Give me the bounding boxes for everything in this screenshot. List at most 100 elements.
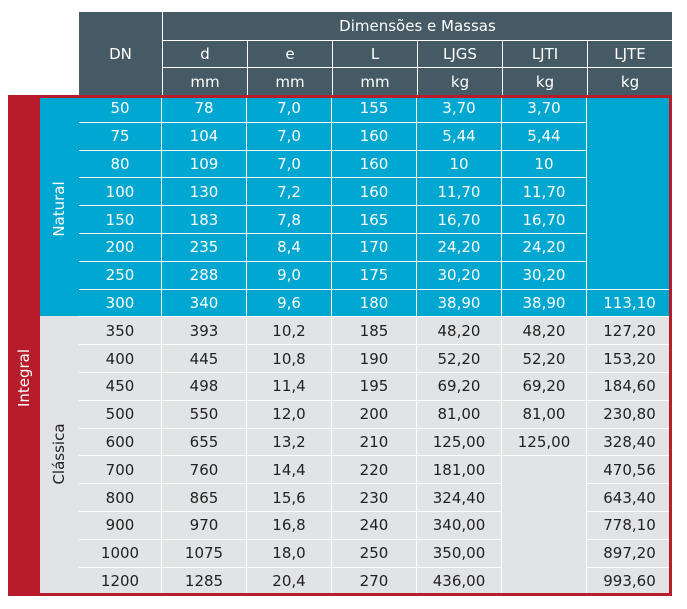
cell-r10-c3: 195: [332, 373, 417, 401]
cell-r17-c3: 270: [332, 567, 417, 596]
cell-r7-c1: 340: [162, 289, 247, 318]
cell-r10-c6: 184,60: [587, 373, 672, 401]
cell-r1-c4: 5,44: [417, 122, 502, 151]
cell-r6-c2: 9,0: [247, 261, 332, 290]
cell-r12-c0: 600: [79, 428, 162, 457]
cell-r1-c3: 160: [332, 122, 417, 151]
cell-r12-c2: 13,2: [247, 428, 332, 457]
header-col-l: L: [332, 40, 417, 67]
cell-r5-c2: 8,4: [247, 234, 332, 262]
cell-r10-c1: 498: [162, 373, 247, 401]
cell-r4-c2: 7,8: [247, 206, 332, 234]
cell-r15-c1: 970: [162, 512, 247, 540]
header-dn-label: DN: [109, 44, 132, 63]
cell-r1-c1: 104: [162, 122, 247, 151]
cell-r11-c4: 81,00: [417, 400, 502, 429]
cell-r2-c2: 7,0: [247, 150, 332, 179]
cell-r14-c2: 15,6: [247, 484, 332, 512]
cell-r1-c2: 7,0: [247, 122, 332, 151]
cell-r14-c0: 800: [79, 484, 162, 512]
cell-r12-c1: 655: [162, 428, 247, 457]
cell-r6-c3: 175: [332, 261, 417, 290]
cell-r3-c1: 130: [162, 178, 247, 207]
cell-r6-c4: 30,20: [417, 261, 502, 290]
header-unit-ljti: kg: [502, 67, 587, 95]
cell-r9-c1: 445: [162, 345, 247, 373]
cell-r8-c3: 185: [332, 317, 417, 346]
cell-r3-c0: 100: [79, 178, 162, 207]
cell-r7-c0: 300: [79, 289, 162, 318]
cell-r5-c5: 24,20: [502, 234, 587, 262]
cell-r14-c1: 865: [162, 484, 247, 512]
cell-r15-c0: 900: [79, 512, 162, 540]
cell-r15-c3: 240: [332, 512, 417, 540]
cell-r13-c6: 470,56: [587, 456, 672, 485]
cell-r4-c4: 16,70: [417, 206, 502, 234]
cell-r7-c5: 38,90: [502, 289, 587, 318]
integral-frame: [8, 95, 672, 596]
cell-r16-c2: 18,0: [247, 539, 332, 568]
cell-r1-c0: 75: [79, 122, 162, 151]
cell-r9-c0: 400: [79, 345, 162, 373]
cell-r8-c0: 350: [79, 317, 162, 346]
header-unit-ljgs: kg: [417, 67, 502, 95]
cell-r6-c1: 288: [162, 261, 247, 290]
cell-r8-c6: 127,20: [587, 317, 672, 346]
ljti-classica-merged-blank: [502, 456, 587, 596]
cell-r2-c0: 80: [79, 150, 162, 179]
cell-r13-c4: 181,00: [417, 456, 502, 485]
cell-r1-c5: 5,44: [502, 122, 587, 151]
header-col-e: e: [247, 40, 332, 67]
cell-r16-c0: 1000: [79, 539, 162, 568]
header-unit-l: mm: [332, 67, 417, 95]
cell-r3-c3: 160: [332, 178, 417, 207]
cell-r14-c6: 643,40: [587, 484, 672, 512]
cell-r11-c0: 500: [79, 400, 162, 429]
cell-r5-c1: 235: [162, 234, 247, 262]
cell-r10-c2: 11,4: [247, 373, 332, 401]
cell-r11-c6: 230,80: [587, 400, 672, 429]
cell-r0-c2: 7,0: [247, 95, 332, 123]
header-group-title-text: Dimensões e Massas: [339, 17, 496, 35]
cell-r9-c4: 52,20: [417, 345, 502, 373]
cell-r8-c2: 10,2: [247, 317, 332, 346]
cell-r2-c3: 160: [332, 150, 417, 179]
group-natural-band: [40, 95, 79, 316]
group-integral-band: [8, 95, 40, 596]
header-col-ljti: LJTI: [502, 40, 587, 67]
cell-r0-c3: 155: [332, 95, 417, 123]
ljte-natural-merged-blank: [587, 95, 672, 290]
cell-r14-c3: 230: [332, 484, 417, 512]
cell-r4-c0: 150: [79, 206, 162, 234]
cell-r16-c6: 897,20: [587, 539, 672, 568]
cell-r3-c2: 7,2: [247, 178, 332, 207]
cell-r4-c5: 16,70: [502, 206, 587, 234]
cell-r15-c4: 340,00: [417, 512, 502, 540]
cell-r11-c3: 200: [332, 400, 417, 429]
header-unit-e: mm: [247, 67, 332, 95]
cell-r6-c5: 30,20: [502, 261, 587, 290]
cell-r6-c0: 250: [79, 261, 162, 290]
cell-r15-c6: 778,10: [587, 512, 672, 540]
cell-r7-c3: 180: [332, 289, 417, 318]
group-classica-band: [40, 316, 79, 596]
cell-r0-c5: 3,70: [502, 95, 587, 123]
cell-r7-c2: 9,6: [247, 289, 332, 318]
cell-r5-c0: 200: [79, 234, 162, 262]
header-col-ljgs: LJGS: [417, 40, 502, 67]
cell-r4-c3: 165: [332, 206, 417, 234]
cell-r12-c3: 210: [332, 428, 417, 457]
cell-r16-c3: 250: [332, 539, 417, 568]
cell-r4-c1: 183: [162, 206, 247, 234]
cell-r8-c5: 48,20: [502, 317, 587, 346]
cell-r11-c2: 12,0: [247, 400, 332, 429]
cell-r17-c1: 1285: [162, 567, 247, 596]
cell-r16-c1: 1075: [162, 539, 247, 568]
cell-r0-c0: 50: [79, 95, 162, 123]
cell-r14-c4: 324,40: [417, 484, 502, 512]
header-dn: DN: [79, 12, 162, 95]
cell-r2-c1: 109: [162, 150, 247, 179]
cell-r8-c4: 48,20: [417, 317, 502, 346]
cell-r7-c4: 38,90: [417, 289, 502, 318]
cell-r3-c5: 11,70: [502, 178, 587, 207]
